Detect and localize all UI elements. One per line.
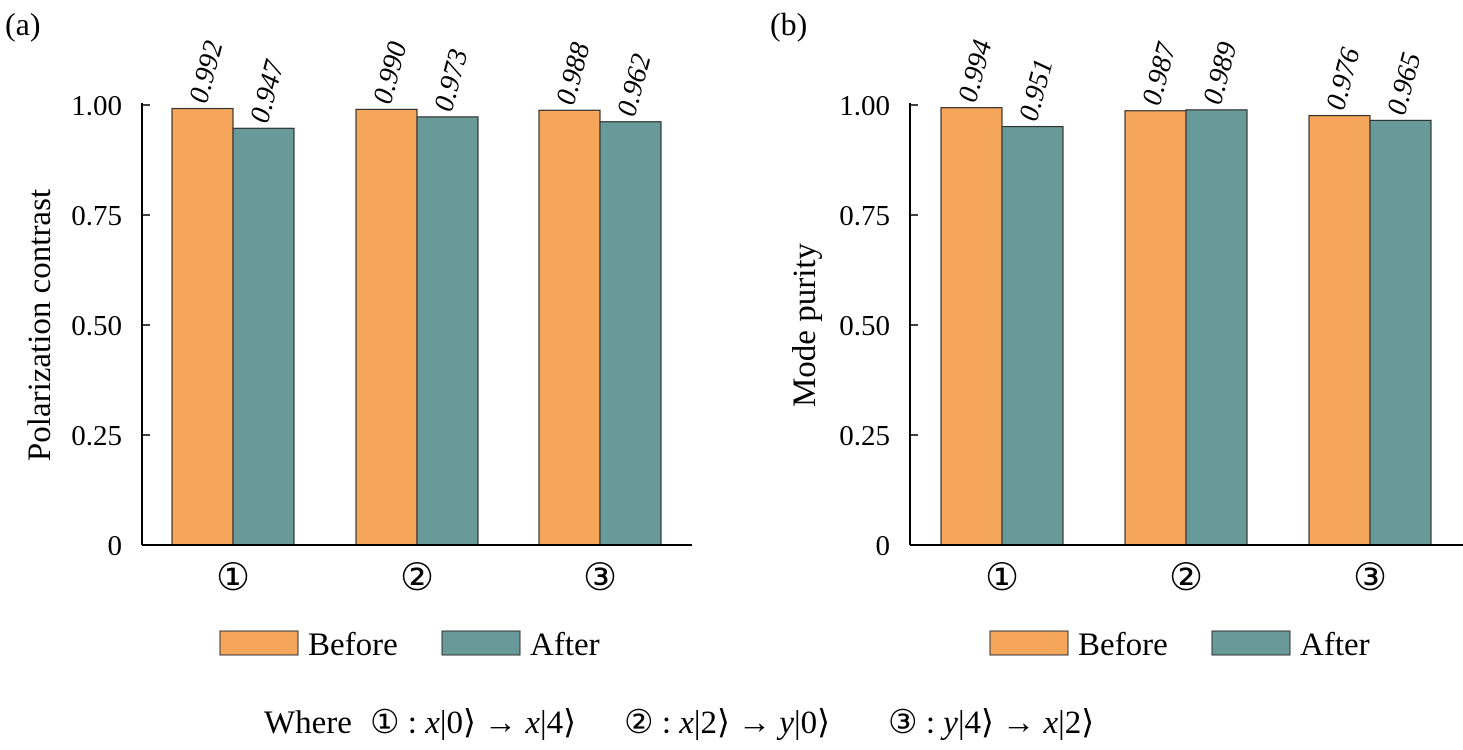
footnote-symbol: ③: [888, 705, 918, 741]
legend-swatch-after: [441, 630, 521, 656]
data-label: 0.973: [428, 46, 474, 115]
footnote-text: Where ① : x|0⟩ → x|4⟩ ② : x|2⟩ → y|0⟩ ③ : y…: [264, 705, 1094, 741]
bar-after: [232, 127, 295, 546]
x-tick-label: ①: [216, 557, 250, 599]
footnote-to-pol: x: [1042, 705, 1058, 741]
x-tick-label: ②: [1169, 557, 1203, 599]
bar-after: [1185, 109, 1248, 546]
footnote-symbol: ②: [624, 705, 654, 741]
y-tick-label: 0.50: [839, 310, 890, 342]
bar-before: [1308, 114, 1371, 546]
legend-swatch-before: [219, 630, 299, 656]
legend-swatch-after: [1211, 630, 1291, 656]
data-label: 0.976: [1320, 44, 1366, 113]
panel-label: (b): [770, 6, 807, 42]
bar-before: [1124, 110, 1187, 546]
footnote-sep: :: [400, 705, 426, 741]
data-label: 0.988: [550, 39, 596, 108]
panel-a: (a) Polarization contrast 0 0.25 0.50 0.75 1.0…: [5, 6, 692, 663]
data-label: 0.990: [367, 38, 413, 107]
footnote-sep: :: [918, 705, 944, 741]
y-tick-label: 1.00: [839, 90, 890, 122]
footnote-to-mode: |4⟩: [540, 705, 576, 741]
y-axis-label: Polarization contrast: [22, 189, 58, 461]
footnote-to-mode: |0⟩: [794, 705, 830, 741]
y-tick-label: 0.25: [839, 420, 890, 452]
x-tick-label: ③: [1353, 557, 1387, 599]
footnote-from-mode: |4⟩: [958, 705, 994, 741]
y-tick-label: 0.25: [71, 420, 122, 452]
bar-after: [1369, 119, 1432, 546]
bar-after: [1001, 125, 1064, 546]
footnote-arrow: →: [994, 705, 1044, 741]
footnote-arrow: →: [730, 705, 780, 741]
y-tick-label: 1.00: [71, 90, 122, 122]
data-label: 0.965: [1381, 49, 1427, 118]
data-label: 0.947: [244, 56, 291, 126]
x-tick-label: ②: [400, 557, 434, 599]
footnote-prefix: Where: [264, 705, 352, 741]
legend-swatch-before: [989, 630, 1069, 656]
data-label: 0.994: [952, 37, 998, 106]
data-label: 0.987: [1136, 39, 1183, 109]
bar-after: [599, 121, 662, 546]
data-label: 0.951: [1013, 55, 1059, 124]
footnote-from-pol: x: [424, 705, 440, 741]
legend-label-before: Before: [1078, 627, 1168, 663]
x-tick-label: ①: [985, 557, 1019, 599]
footnote-to-pol: x: [524, 705, 540, 741]
legend-label-after: After: [530, 627, 600, 663]
panel-label: (a): [5, 6, 41, 42]
x-tick-label: ③: [583, 557, 617, 599]
y-tick-label: 0.50: [71, 310, 122, 342]
y-tick-label: 0: [108, 530, 123, 562]
footnote-from-pol: x: [678, 705, 694, 741]
data-label: 0.989: [1197, 39, 1243, 108]
y-tick-label: 0.75: [839, 200, 890, 232]
footnote-to-mode: |2⟩: [1058, 705, 1094, 741]
footnote-from-mode: |2⟩: [694, 705, 730, 741]
footnote-sep: :: [654, 705, 680, 741]
bar-after: [416, 116, 479, 546]
bar-before: [538, 109, 601, 546]
bar-before: [355, 108, 418, 546]
footnote-from-mode: |0⟩: [440, 705, 476, 741]
bar-before: [171, 107, 234, 546]
bar-before: [940, 107, 1003, 546]
footnote-arrow: →: [476, 705, 526, 741]
panel-b: (b) Mode purity 0 0.25 0.50 0.75 1.00 0.994 0.95…: [770, 6, 1463, 663]
legend-label-before: Before: [308, 627, 398, 663]
footnote-to-pol: y: [776, 705, 794, 741]
legend-label-after: After: [1300, 627, 1370, 663]
footnote: Where ① : x|0⟩ → x|4⟩ ② : x|2⟩ → y|0⟩ ③ : y…: [264, 705, 1094, 741]
data-label: 0.992: [183, 37, 229, 106]
footnote-symbol: ①: [370, 705, 400, 741]
y-tick-label: 0: [876, 530, 891, 562]
data-label: 0.962: [611, 51, 657, 120]
footnote-from-pol: y: [940, 705, 958, 741]
y-axis-label: Mode purity: [787, 242, 823, 407]
y-tick-label: 0.75: [71, 200, 122, 232]
